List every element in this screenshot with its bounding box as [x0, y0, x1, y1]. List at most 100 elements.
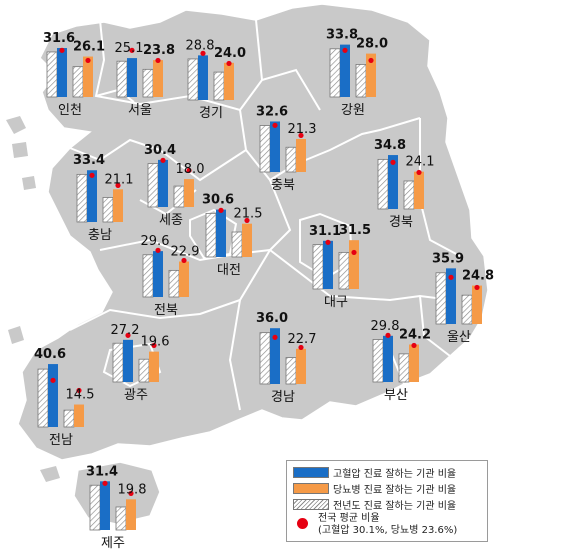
legend-label-hypertension: 고혈압 진료 잘하는 기관 비율 [333, 469, 457, 480]
diabetes-value-label: 31.5 [339, 223, 371, 238]
national-average-dot-diabetes [411, 342, 417, 349]
hypertension-bar [87, 170, 97, 222]
hypertension-bar [123, 339, 133, 382]
prev-year-hypertension-bar [89, 484, 101, 531]
hypertension-bar [57, 48, 67, 97]
region-name-label: 경기 [199, 106, 223, 121]
hypertension-value-label: 29.6 [141, 234, 170, 249]
prev-year-diabetes-bar [72, 66, 84, 98]
prev-year-hypertension-bar [435, 272, 447, 325]
region-group-2: 28.8 24.0 경기 [186, 38, 247, 121]
national-average-dot-diabetes [181, 257, 187, 264]
diabetes-value-label: 24.8 [462, 269, 494, 284]
national-average-dot-icon [297, 518, 308, 529]
prev-year-diabetes-bar [285, 357, 297, 385]
national-average-dot-hypertension [129, 47, 135, 53]
national-average-dot-hypertension [390, 159, 396, 165]
national-average-dot-hypertension [160, 157, 166, 163]
region-name-label: 울산 [447, 330, 471, 345]
prev-year-diabetes-bar [63, 409, 75, 428]
prev-year-diabetes-bar [461, 294, 473, 325]
region-name-label: 경남 [271, 390, 295, 405]
hypertension-bar [158, 159, 168, 207]
diabetes-value-label: 19.8 [118, 482, 147, 497]
region-group-15: 40.6 14.5 전남 [34, 347, 95, 448]
legend-label-previous-year: 전년도 진료 잘하는 기관 비율 [333, 501, 457, 512]
national-average-dot-hypertension [200, 50, 206, 56]
diabetes-bar [126, 499, 136, 530]
prev-year-hypertension-bar [205, 212, 217, 258]
national-average-dot-hypertension [272, 334, 278, 340]
diabetes-value-label: 21.5 [234, 207, 263, 222]
prev-year-hypertension-bar [259, 125, 271, 173]
national-average-dot-diabetes [474, 284, 480, 291]
legend-label-national-average-detail: (고혈압 30.1%, 당뇨병 23.6%) [318, 525, 458, 536]
region-name-label: 충북 [271, 178, 295, 193]
diabetes-bar [242, 223, 252, 257]
diabetes-bar [349, 240, 359, 289]
national-average-dot-diabetes [226, 60, 232, 67]
region-group-13: 36.022.7 경남 [256, 311, 317, 405]
hypertension-bar [446, 268, 456, 324]
hypertension-value-label: 25.1 [115, 41, 144, 56]
hypertension-value-label: 28.8 [186, 38, 215, 53]
diabetes-value-label: 24.1 [406, 155, 435, 170]
national-average-dot-diabetes [155, 57, 161, 64]
national-average-dot-diabetes [368, 57, 374, 64]
hypertension-bar [383, 335, 393, 382]
diabetes-value-label: 23.8 [143, 43, 175, 58]
diabetes-value-label: 28.0 [356, 37, 388, 52]
hypertension-value-label: 31.6 [43, 31, 75, 46]
national-average-dot-hypertension [385, 332, 391, 338]
region-group-9: 31.131.5 대구 [309, 223, 371, 310]
hypertension-bar [216, 209, 226, 257]
region-name-label: 제주 [101, 536, 125, 551]
national-average-dot-diabetes [298, 344, 304, 351]
hypertension-value-label: 29.8 [371, 319, 400, 334]
hypertension-bar [198, 55, 208, 100]
island [6, 116, 26, 134]
region-name-label: 세종 [159, 213, 183, 228]
prev-year-hypertension-bar [142, 254, 154, 298]
diabetes-value-label: 21.1 [105, 172, 134, 187]
national-average-dot-hypertension [272, 122, 278, 128]
hypertension-value-label: 31.4 [86, 464, 118, 479]
region-name-label: 서울 [128, 103, 152, 118]
national-average-dot-diabetes [186, 167, 192, 174]
diabetes-bar [83, 56, 93, 97]
region-name-label: 광주 [124, 388, 148, 403]
region-group-7: 30.621.5 대전 [202, 193, 263, 278]
hypertension-bar [340, 44, 350, 97]
prev-year-diabetes-bar [213, 71, 225, 101]
prev-year-diabetes-bar [285, 146, 297, 173]
legend-label-diabetes: 당뇨병 진료 잘하는 기관 비율 [333, 485, 457, 496]
region-group-12: 27.219.6 광주 [111, 323, 170, 403]
prev-year-diabetes-bar [403, 180, 415, 210]
legend-previous-year: 전년도 진료 잘하는 기관 비율 [293, 497, 456, 512]
national-average-dot-diabetes [85, 57, 91, 64]
region-group-8: 34.824.1 경북 [374, 138, 435, 230]
national-average-dot-hypertension [342, 47, 348, 53]
prev-year-hypertension-bar [259, 332, 271, 385]
region-name-label: 부산 [384, 388, 408, 403]
hypertension-value-label: 36.0 [256, 311, 288, 326]
hypertension-bar [48, 364, 58, 427]
national-average-dot-diabetes [76, 387, 82, 394]
region-group-4: 32.621.3 충북 [256, 104, 317, 193]
diabetes-bar [149, 351, 159, 382]
prev-year-diabetes-bar [231, 231, 243, 258]
national-average-dot-hypertension [89, 172, 95, 178]
diabetes-value-label: 24.2 [399, 327, 431, 342]
prev-year-hypertension-bar [112, 342, 124, 383]
legend-swatch-hypertension [293, 467, 329, 478]
region-name-label: 대구 [324, 295, 348, 310]
hypertension-value-label: 32.6 [256, 104, 288, 119]
region-name-label: 경북 [389, 215, 413, 230]
diabetes-value-label: 22.9 [171, 245, 200, 260]
national-average-dot-diabetes [298, 132, 304, 139]
prev-year-diabetes-bar [168, 269, 180, 298]
hypertension-value-label: 35.9 [432, 251, 464, 266]
region-bars: 31.626.1 인천 25.1 23.8 서울 28.8 24.0 경기 33.828.0 강원… [34, 28, 494, 551]
legend-diabetes: 당뇨병 진료 잘하는 기관 비율 [293, 481, 456, 496]
